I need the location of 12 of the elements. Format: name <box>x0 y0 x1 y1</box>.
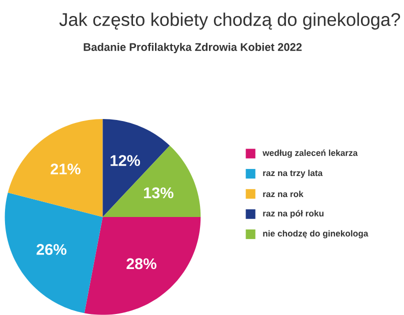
chart-subtitle: Badanie Profilaktyka Zdrowia Kobiet 2022 <box>84 42 302 54</box>
data-label: 12% <box>110 155 140 166</box>
legend-label: raz na pół roku <box>263 210 324 218</box>
data-label: 21% <box>50 164 80 174</box>
data-label: 28% <box>126 258 156 270</box>
legend-label: według zaleceń lekarza <box>262 150 358 158</box>
legend-label: nie chodzę do ginekologa <box>263 230 368 238</box>
legend-label: raz na rok <box>263 190 304 198</box>
legend-label: raz na trzy lata <box>263 170 323 178</box>
data-label: 13% <box>144 187 174 198</box>
chart-title: Jak często kobiety chodzą do ginekologa? <box>59 12 400 30</box>
data-label: 26% <box>36 244 66 255</box>
